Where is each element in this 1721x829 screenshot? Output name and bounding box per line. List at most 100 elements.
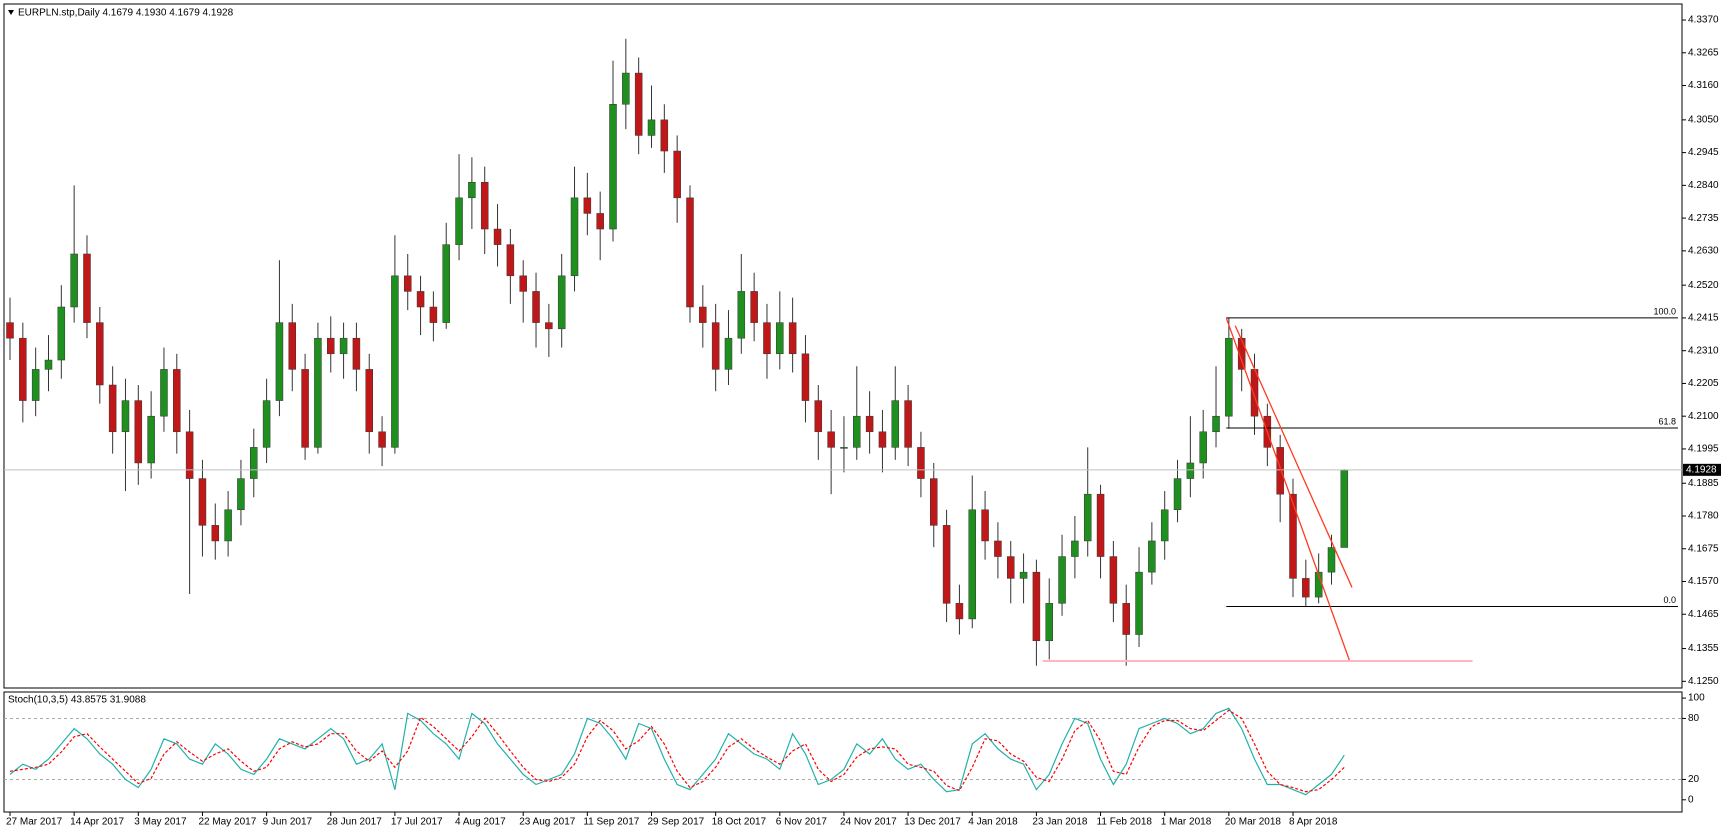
candle-body (391, 275, 399, 448)
x-tick-label: 14 Apr 2017 (70, 817, 124, 828)
candle-body (211, 525, 220, 542)
y-tick-label: 4.2735 (1688, 213, 1719, 224)
price-panel (3, 3, 1683, 689)
candle-body (1302, 578, 1310, 598)
candle-body (686, 197, 694, 308)
x-tick-label: 13 Dec 2017 (904, 817, 961, 828)
x-tick-label: 27 Mar 2017 (6, 817, 63, 828)
candle-body (96, 322, 104, 386)
candle-body (763, 322, 771, 355)
candle-body (480, 181, 489, 230)
trend-line (1225, 317, 1351, 661)
candle-body (442, 244, 450, 323)
x-tick-label: 9 Jun 2017 (263, 817, 313, 828)
x-tick-label: 4 Jan 2018 (968, 817, 1018, 828)
candle-body (776, 322, 784, 355)
candle-body (455, 197, 463, 245)
candle-body (1045, 603, 1053, 642)
x-tick-label: 11 Feb 2018 (1097, 817, 1153, 828)
x-tick-label: 17 Jul 2017 (391, 817, 443, 828)
candle-body (1327, 547, 1336, 573)
candle-body (1250, 369, 1259, 417)
candle-body (904, 400, 912, 448)
candle-body (878, 431, 887, 448)
candle-body (378, 431, 386, 448)
candle-body (57, 306, 66, 361)
candle-body (352, 337, 361, 370)
x-tick-label: 20 Mar 2018 (1225, 817, 1282, 828)
y-tick-label: 4.3265 (1688, 47, 1719, 58)
candle-body (724, 337, 733, 370)
candle-body (1083, 493, 1092, 542)
x-tick-label: 11 Sep 2017 (583, 817, 639, 828)
x-tick-label: 23 Aug 2017 (519, 817, 576, 828)
candle-body (942, 525, 951, 604)
candle-body (1173, 478, 1182, 511)
candle-body (930, 478, 938, 526)
candle-body (557, 275, 566, 330)
candle-body (788, 322, 797, 355)
y-tick-label: 4.2205 (1688, 378, 1719, 389)
candle-body (634, 72, 643, 136)
candle-body (994, 540, 1002, 557)
candle-body (147, 415, 155, 464)
candle-body (660, 119, 669, 152)
y-tick-label: 20 (1688, 774, 1700, 785)
x-tick-label: 1 Mar 2018 (1161, 817, 1212, 828)
candle-body (699, 306, 707, 323)
y-tick-label: 100 (1688, 693, 1705, 704)
candle-body (981, 509, 989, 542)
candle-body (1019, 571, 1028, 579)
candle-body (1122, 603, 1130, 635)
candle-body (198, 478, 207, 526)
candle-body (288, 322, 297, 370)
candle-body (622, 72, 630, 105)
y-tick-label: 4.3370 (1688, 15, 1719, 26)
candle-body (1237, 337, 1246, 370)
y-tick-label: 4.2630 (1688, 246, 1719, 257)
stoch-panel (3, 691, 1683, 813)
candle-body (506, 244, 515, 277)
candle-body (865, 415, 874, 433)
y-tick-label: 4.1885 (1688, 478, 1719, 489)
candle-body (955, 603, 964, 620)
x-tick-label: 18 Oct 2017 (712, 817, 767, 828)
candle-body (1212, 415, 1220, 433)
x-tick-label: 23 Jan 2018 (1032, 817, 1087, 828)
x-tick-label: 29 Sep 2017 (648, 817, 705, 828)
candle-body (83, 253, 91, 323)
y-tick-label: 4.2520 (1688, 280, 1719, 291)
y-tick-label: 4.1250 (1688, 676, 1719, 687)
x-tick-label: 28 Jun 2017 (327, 817, 382, 828)
candle-body (108, 384, 117, 433)
y-tick-label: 4.1675 (1688, 543, 1719, 554)
y-tick-label: 4.2100 (1688, 411, 1719, 422)
candle-body (403, 275, 412, 292)
candle-body (891, 400, 900, 448)
y-tick-label: 0 (1688, 794, 1694, 805)
indicator-title: Stoch(10,3,5) 43.8575 31.9088 (8, 695, 146, 706)
y-tick-label: 4.1355 (1688, 643, 1719, 654)
y-tick-label: 4.1570 (1688, 576, 1719, 587)
menu-arrow (8, 10, 14, 15)
fib-label: 100.0 (1653, 306, 1676, 316)
x-tick-label: 22 May 2017 (198, 817, 256, 828)
y-tick-label: 4.2415 (1688, 313, 1719, 324)
candle-body (44, 359, 53, 370)
candle-body (314, 337, 322, 448)
x-tick-label: 8 Apr 2018 (1289, 817, 1338, 828)
candle-body (673, 150, 681, 199)
y-tick-label: 4.3050 (1688, 114, 1719, 125)
candle-body (1058, 556, 1066, 604)
candle-body (493, 228, 502, 245)
current-price-box (1683, 463, 1721, 476)
y-tick-label: 4.3160 (1688, 80, 1719, 91)
candle-body (173, 369, 181, 433)
candle-body (532, 291, 540, 323)
y-tick-label: 80 (1688, 713, 1700, 724)
candle-body (1109, 556, 1118, 604)
candle-body (31, 369, 40, 401)
candle-body (224, 509, 232, 542)
candle-body (416, 291, 425, 308)
candle-body (365, 369, 373, 433)
